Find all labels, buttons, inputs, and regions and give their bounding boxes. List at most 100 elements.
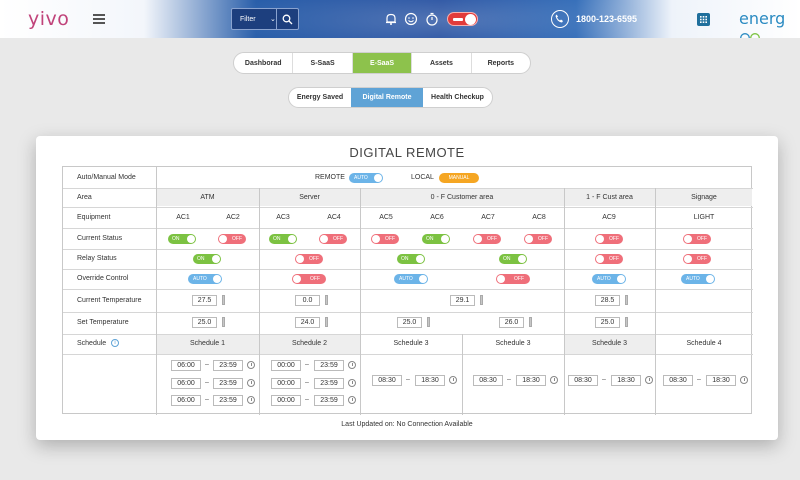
start-time-input[interactable]: 00:00 (271, 395, 301, 406)
phone-icon (551, 10, 569, 28)
set-temp-cust-1f[interactable]: 25.0 (595, 317, 620, 328)
schedule-name[interactable]: Schedule 4 (686, 340, 722, 347)
end-time-input[interactable]: 23:59 (314, 360, 344, 371)
status-toggle-ac8[interactable]: OFF (524, 234, 552, 244)
subtab-energy-saved[interactable]: Energy Saved (296, 94, 344, 101)
start-time-input[interactable]: 00:00 (271, 378, 301, 389)
status-toggle-ac1[interactable]: ON (168, 234, 196, 244)
end-time-input[interactable]: 18:30 (415, 375, 445, 386)
clock-icon[interactable] (645, 376, 653, 384)
search-icon[interactable] (276, 9, 298, 29)
schedule-name[interactable]: Schedule 2 (291, 340, 328, 347)
override-toggle-cust-1f[interactable]: AUTO (592, 274, 626, 284)
relay-toggle-customer-b[interactable]: ON (499, 254, 527, 264)
clock-icon[interactable] (348, 379, 356, 387)
clock-icon[interactable] (348, 396, 356, 404)
start-time-input[interactable]: 06:00 (171, 378, 201, 389)
label-schedule: Schedule (77, 340, 107, 347)
menu-icon[interactable] (93, 14, 105, 24)
schedule-cell-bg (156, 335, 259, 354)
end-time-input[interactable]: 18:30 (611, 375, 641, 386)
manual-badge[interactable]: MANUAL (439, 173, 479, 183)
status-toggle-ac4[interactable]: OFF (319, 234, 347, 244)
toggle-text: OFF (697, 256, 707, 262)
logo: yivo (28, 8, 70, 30)
clock-icon[interactable] (550, 376, 558, 384)
info-icon[interactable]: i (111, 339, 119, 347)
end-time-input[interactable]: 23:59 (314, 395, 344, 406)
relay-toggle-customer-a[interactable]: ON (397, 254, 425, 264)
override-toggle-server[interactable]: OFF (292, 274, 326, 284)
start-time-input[interactable]: 08:30 (568, 375, 598, 386)
label-current-temp: Current Temperature (77, 297, 142, 304)
timer-icon[interactable] (425, 12, 439, 26)
override-toggle-signage[interactable]: AUTO (681, 274, 715, 284)
digital-remote-card: DIGITAL REMOTE Auto/Manual Mode Area Equ… (36, 136, 778, 440)
schedule-name[interactable]: Schedule 3 (393, 340, 429, 347)
tab-assets[interactable]: Assets (412, 53, 472, 73)
area-header-bg (156, 189, 752, 206)
status-toggle-ac7[interactable]: OFF (473, 234, 501, 244)
override-toggle-customer-b[interactable]: OFF (496, 274, 530, 284)
toggle-text: ON (273, 236, 281, 242)
tab-s-saas[interactable]: S-SaaS (293, 53, 353, 73)
start-time-input[interactable]: 08:30 (663, 375, 693, 386)
end-time-input[interactable]: 23:59 (213, 360, 243, 371)
status-toggle-light[interactable]: OFF (683, 234, 711, 244)
toggle-text: OFF (310, 276, 320, 282)
schedule-name[interactable]: Schedule 1 (189, 340, 226, 347)
grid-icon[interactable] (697, 13, 710, 26)
status-toggle-ac5[interactable]: OFF (371, 234, 399, 244)
current-temp-server: 0.0 (295, 295, 320, 306)
override-toggle-customer-a[interactable]: AUTO (394, 274, 428, 284)
end-time-input[interactable]: 23:59 (314, 378, 344, 389)
start-time-input[interactable]: 08:30 (473, 375, 503, 386)
toggle-text: ON (172, 236, 180, 242)
relay-toggle-signage[interactable]: OFF (683, 254, 711, 264)
status-toggle-ac6[interactable]: ON (422, 234, 450, 244)
end-time-input[interactable]: 23:59 (213, 395, 243, 406)
filter-dropdown[interactable]: Filter ⌄ (231, 8, 299, 30)
remote-auto-toggle[interactable]: AUTO (349, 173, 383, 183)
set-temp-customer-a[interactable]: 25.0 (397, 317, 422, 328)
relay-toggle-cust-1f[interactable]: OFF (595, 254, 623, 264)
area-atm: ATM (200, 194, 215, 201)
start-time-input[interactable]: 08:30 (372, 375, 402, 386)
start-time-input[interactable]: 06:00 (171, 395, 201, 406)
start-time-input[interactable]: 06:00 (171, 360, 201, 371)
thermometer-icon (625, 317, 628, 327)
clock-icon[interactable] (348, 361, 356, 369)
subtab-digital-remote[interactable]: Digital Remote (351, 88, 423, 107)
relay-toggle-server[interactable]: OFF (295, 254, 323, 264)
brand-logo: energ (739, 9, 800, 38)
tab-e-saas[interactable]: E-SaaS (352, 53, 413, 73)
set-temp-server[interactable]: 24.0 (295, 317, 320, 328)
toggle-text: AUTO (686, 276, 700, 282)
power-toggle[interactable] (447, 12, 478, 26)
smiley-icon[interactable] (404, 12, 418, 26)
schedule-name[interactable]: Schedule 3 (495, 340, 531, 347)
status-toggle-ac3[interactable]: ON (269, 234, 297, 244)
end-time-input[interactable]: 18:30 (516, 375, 546, 386)
end-time-input[interactable]: 18:30 (706, 375, 736, 386)
bell-icon[interactable] (384, 12, 398, 26)
override-toggle-atm[interactable]: AUTO (188, 274, 222, 284)
relay-toggle-atm[interactable]: ON (193, 254, 221, 264)
end-time-input[interactable]: 23:59 (213, 378, 243, 389)
clock-icon[interactable] (247, 361, 255, 369)
clock-icon[interactable] (740, 376, 748, 384)
clock-icon[interactable] (247, 396, 255, 404)
status-toggle-ac9[interactable]: OFF (595, 234, 623, 244)
start-time-input[interactable]: 00:00 (271, 360, 301, 371)
toggle-text: OFF (309, 256, 319, 262)
set-temp-customer-b[interactable]: 26.0 (499, 317, 524, 328)
set-temp-atm[interactable]: 25.0 (192, 317, 217, 328)
tab-reports[interactable]: Reports (487, 59, 515, 67)
schedule-name[interactable]: Schedule 3 (591, 340, 628, 347)
subtab-health-checkup[interactable]: Health Checkup (431, 94, 484, 101)
status-toggle-ac2[interactable]: OFF (218, 234, 246, 244)
filter-label: Filter (240, 15, 256, 23)
clock-icon[interactable] (247, 379, 255, 387)
clock-icon[interactable] (449, 376, 457, 384)
tab-dashboard[interactable]: Dashborad (234, 53, 294, 73)
